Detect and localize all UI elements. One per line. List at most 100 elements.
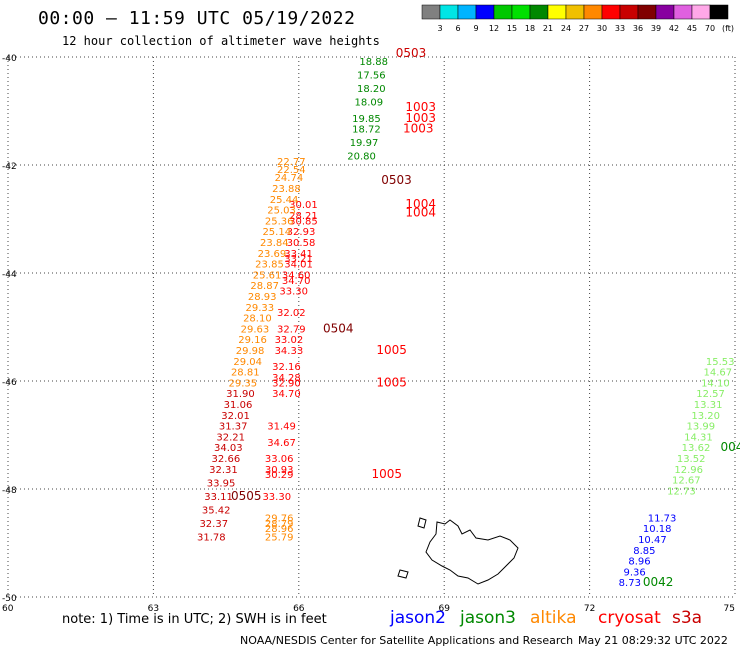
swh-label-altika: 24.74 [275, 173, 304, 184]
y-tick-label: -42 [2, 162, 17, 172]
swh-label-s3a: 30.01 [289, 200, 318, 211]
swh-label-altika: 23.85 [255, 260, 284, 271]
satellite-cryosat: cryosat [598, 608, 661, 628]
swh-label-altika: 25.44 [270, 195, 299, 206]
x-tick-label: 72 [584, 604, 595, 614]
swh-label-s3a: 33.02 [275, 335, 304, 346]
swh-label-jason3-east: 12.57 [696, 389, 725, 400]
scale-swatch [655, 4, 675, 20]
swh-label-jason2: 11.73 [648, 513, 677, 524]
swh-label-altika: 25.36 [265, 216, 294, 227]
pass-time-label: 1003 [403, 122, 434, 136]
color-scale-legend: 3 6 9 12 15 18 21 24 27 30 33 36 39 42 45 70 (ft) [421, 4, 734, 33]
swh-label-jason3-east: 12.73 [667, 486, 696, 497]
swh-label-jason3: 18.09 [355, 98, 384, 109]
scale-swatch [547, 4, 567, 20]
scale-swatch [421, 4, 441, 20]
x-tick-label: 66 [293, 604, 305, 614]
swh-label-s3a: 32.93 [287, 227, 316, 238]
swh-label-cryosat: 31.90 [226, 389, 255, 400]
swh-label-s3a: 33.30 [279, 287, 308, 298]
swh-label-altika: 29.98 [236, 346, 265, 357]
pass-time-label: 1003 [405, 100, 436, 114]
swh-label-altika: 23.69 [258, 249, 287, 260]
swh-label-cryosat: 35.42 [202, 505, 231, 516]
swh-label-s3a: 33.06 [265, 454, 294, 465]
pass-time-label: 0504 [323, 321, 354, 335]
pass-time-label: 0503 [396, 46, 427, 60]
islet-outline [417, 517, 427, 529]
swh-label-jason3-east: 13.31 [694, 400, 723, 411]
scale-label: 33 [615, 24, 625, 33]
swh-label-altika: 28.96 [265, 524, 294, 535]
scale-swatch [475, 4, 495, 20]
swh-label-altika: 25.61 [253, 270, 282, 281]
pass-time-label: 1005 [372, 467, 403, 481]
swh-label-altika: 23.84 [260, 238, 289, 249]
swh-label-jason3: 18.72 [352, 125, 381, 136]
swh-label-s3a: 31.49 [267, 422, 296, 433]
scale-swatch [493, 4, 513, 20]
swh-label-altika: 29.04 [233, 357, 262, 368]
swh-label-altika: 22.54 [277, 165, 306, 176]
swh-label-s3a: 28.21 [289, 211, 318, 222]
swh-label-jason3-east: 14.10 [701, 378, 730, 389]
data-labels: 30.0128.2130.8532.9330.5833.4133.2134.01… [197, 57, 735, 589]
swh-label-jason3: 18.88 [359, 57, 388, 68]
swh-label-cryosat: 32.01 [221, 411, 250, 422]
pass-time-label: 1004 [405, 197, 436, 211]
scale-swatch [565, 4, 585, 20]
scale-swatch [583, 4, 603, 20]
swh-label-altika: 29.76 [265, 513, 294, 524]
swh-label-s3a: 33.30 [262, 492, 291, 503]
swh-label-s3a: 33.21 [284, 254, 313, 265]
swh-label-s3a: 30.85 [289, 216, 318, 227]
swh-label-altika: 29.63 [241, 324, 270, 335]
scale-swatch [529, 4, 549, 20]
swh-label-altika: 25.14 [262, 227, 291, 238]
swh-label-cryosat: 32.31 [209, 465, 238, 476]
swh-label-jason3-east: 13.52 [677, 454, 706, 465]
swh-label-altika: 28.10 [243, 314, 272, 325]
swh-label-s3a: 33.41 [284, 249, 313, 260]
y-tick-label: -44 [2, 270, 17, 280]
scale-swatch [637, 4, 657, 20]
swh-label-s3a: 34.28 [272, 373, 301, 384]
swh-label-altika: 28.93 [248, 292, 277, 303]
y-tick-label: -50 [2, 594, 17, 604]
swh-label-jason3-east: 14.67 [703, 368, 732, 379]
scale-swatch [439, 4, 459, 20]
pass-time-label: 1003 [405, 111, 436, 125]
scale-label: 9 [473, 24, 478, 33]
scale-label: 70 [705, 24, 715, 33]
x-tick-label: 75 [724, 604, 735, 614]
swh-label-altika: 23.88 [272, 184, 301, 195]
swh-label-jason3: 19.85 [352, 114, 381, 125]
swh-label-altika: 29.35 [229, 378, 258, 389]
swh-label-altika: 29.16 [238, 335, 267, 346]
swh-label-altika: 25.03 [267, 206, 296, 217]
swh-label-cryosat: 32.37 [199, 519, 228, 530]
swh-label-s3a: 30.93 [265, 465, 294, 476]
chart-subtitle: 12 hour collection of altimeter wave hei… [62, 34, 380, 48]
scale-label: 39 [651, 24, 661, 33]
scale-label: 30 [597, 24, 607, 33]
swh-label-jason3: 20.80 [347, 152, 376, 163]
footer-note: note: 1) Time is in UTC; 2) SWH is in fe… [62, 612, 327, 627]
swh-label-cryosat: 31.37 [219, 422, 248, 433]
swh-label-cryosat: 32.66 [212, 454, 241, 465]
scale-label: 27 [579, 24, 589, 33]
swh-label-s3a: 32.79 [277, 324, 306, 335]
swh-label-altika: 28.87 [250, 281, 279, 292]
scale-label: 45 [687, 24, 697, 33]
swh-label-cryosat: 33.11 [204, 492, 233, 503]
swh-label-cryosat: 32.21 [216, 432, 245, 443]
swh-label-jason2: 8.85 [633, 546, 655, 557]
swh-label-jason3-east: 15.53 [706, 357, 735, 368]
island-outline [425, 519, 519, 585]
swh-label-altika: 25.79 [265, 532, 294, 543]
swh-label-s3a: 34.67 [267, 438, 296, 449]
swh-label-jason2: 8.96 [628, 557, 650, 568]
swh-label-s3a: 34.70 [272, 389, 301, 400]
swh-label-jason3-east: 14.31 [684, 432, 713, 443]
